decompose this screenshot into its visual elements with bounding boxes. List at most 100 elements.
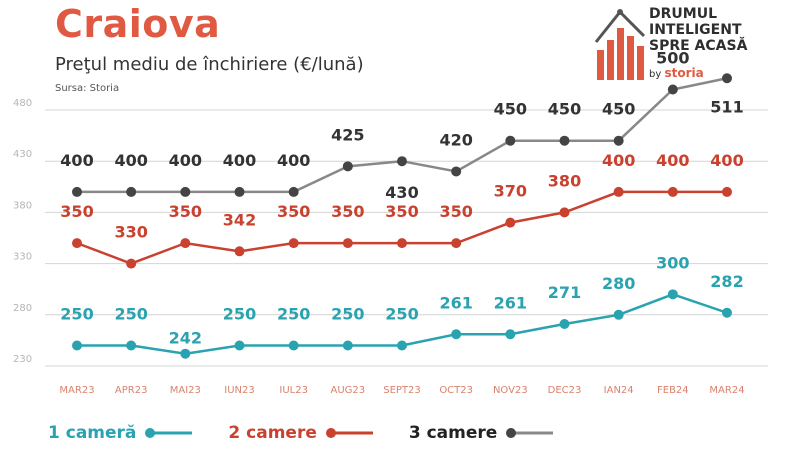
data-point [126,258,137,269]
data-label: 430 [385,183,418,202]
data-point [667,186,678,197]
chart-legend: 1 cameră 2 camere 3 camere [48,420,589,446]
x-tick-label: SEPT23 [383,385,421,396]
data-label: 350 [385,202,418,221]
legend-label-2-camere: 2 camere [228,423,317,443]
y-tick-label: 330 [13,252,32,263]
data-label: 342 [223,210,256,229]
data-point [180,238,191,249]
data-label: 450 [602,100,635,119]
data-label: 420 [439,130,472,149]
data-label: 350 [277,202,310,221]
data-point [451,329,462,340]
x-tick-label: IUL23 [279,385,308,396]
data-label: 282 [710,272,743,291]
x-tick-label: MAR23 [59,385,94,396]
y-tick-label: 380 [13,200,32,211]
brand-logo: DRUMUL INTELIGENT SPRE ACASĂ by storia [594,4,794,86]
data-label: 450 [494,100,527,119]
data-label: 261 [439,293,472,312]
legend-item-2-camere: 2 camere [228,423,374,443]
house-chart-icon [594,9,646,80]
data-label: 250 [277,305,310,324]
data-point [342,161,353,172]
data-point [288,186,299,197]
data-point [72,186,82,197]
data-point [451,238,462,249]
x-tick-label: MAR24 [709,385,744,396]
x-tick-label: IAN24 [604,385,634,396]
data-label: 500 [656,49,689,68]
x-tick-label: IUN23 [224,385,254,396]
chart-source: Sursa: Storia [55,83,120,94]
data-label: 350 [439,202,472,221]
legend-swatch-2-camere [325,428,373,438]
data-point [613,135,624,146]
data-point [288,238,299,249]
data-label: 400 [602,151,635,170]
logo-line-3: SPRE ACASĂ [649,38,748,54]
data-label: 271 [548,283,581,302]
data-label: 250 [385,305,418,324]
legend-label-1-camera: 1 cameră [48,423,137,443]
data-label: 511 [710,97,743,116]
line-chart: 230 280 330 380 430 480 MAR23 APR23 MAI23 IUN23 IU… [13,49,768,396]
data-point [667,84,678,95]
logo-by-label: by [649,69,662,80]
chart-title: Craiova [55,2,221,46]
data-point [505,135,516,146]
data-point [288,340,299,351]
data-point [126,186,137,197]
data-point [397,156,407,167]
x-tick-label: MAI23 [170,385,201,396]
legend-label-3-camere: 3 camere [408,423,498,443]
data-label: 370 [494,182,527,201]
data-point [559,207,570,218]
data-label: 380 [548,171,581,190]
data-point [342,340,353,351]
data-point [72,238,82,249]
y-tick-label: 280 [13,303,32,314]
data-label: 450 [548,100,581,119]
data-point [342,238,353,249]
logo-text: DRUMUL INTELIGENT SPRE ACASĂ [649,6,747,54]
data-label: 250 [60,305,93,324]
data-point [234,340,245,351]
data-point [234,246,245,257]
data-point [126,340,137,351]
y-tick-label: 230 [13,354,32,365]
data-label: 350 [169,202,202,221]
data-label: 350 [331,202,364,221]
logo-by-storia: by storia [649,66,704,80]
y-tick-label: 480 [13,98,32,109]
data-point [722,307,732,318]
data-point [559,319,570,330]
data-label: 400 [710,151,743,170]
data-label: 242 [169,329,202,348]
data-point [180,348,191,359]
data-point [613,186,624,197]
data-label: 400 [169,151,202,170]
x-tick-label: DEC23 [548,385,582,396]
logo-brand: storia [664,66,704,80]
legend-item-1-camera: 1 cameră [48,423,194,443]
legend-swatch-3-camere [506,428,554,438]
data-label: 250 [114,305,147,324]
data-point [505,217,516,228]
x-tick-label: NOV23 [493,385,528,396]
data-label: 400 [114,151,147,170]
logo-line-1: DRUMUL [649,6,717,22]
data-label: 400 [277,151,310,170]
data-point [180,186,191,197]
data-point [667,289,678,300]
x-tick-label: APR23 [115,385,148,396]
chart-subtitle: Preţul mediu de închiriere (€/lună) [55,54,364,75]
data-point [397,340,407,351]
legend-item-3-camere: 3 camere [409,423,555,443]
data-label: 261 [494,293,527,312]
x-tick-label: OCT23 [439,385,473,396]
series-line-3 [77,77,728,194]
data-label: 350 [60,202,93,221]
x-tick-label: FEB24 [657,385,689,396]
data-label: 400 [223,151,256,170]
